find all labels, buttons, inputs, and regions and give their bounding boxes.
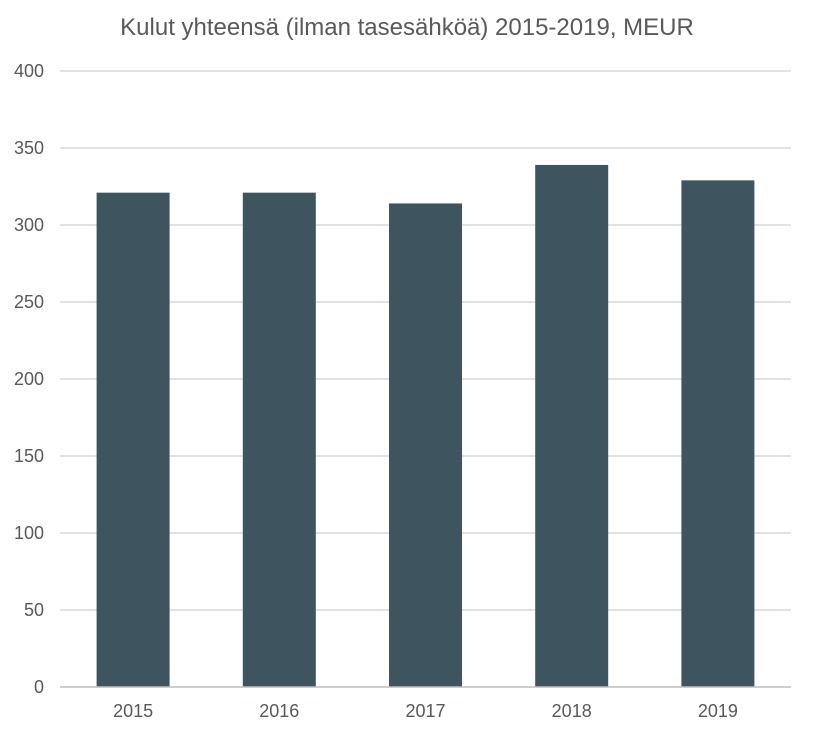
y-tick-label: 200 [14, 369, 44, 389]
y-tick-label: 0 [34, 677, 44, 697]
y-tick-label: 150 [14, 446, 44, 466]
y-tick-label: 400 [14, 61, 44, 81]
bar-2019 [681, 180, 755, 687]
x-tick-label: 2018 [552, 701, 592, 721]
x-tick-label: 2015 [113, 701, 153, 721]
bar-2016 [242, 192, 316, 687]
x-tick-label: 2019 [698, 701, 738, 721]
bar-2017 [389, 203, 462, 687]
y-tick-label: 350 [14, 138, 44, 158]
y-tick-label: 50 [24, 600, 44, 620]
y-tick-label: 250 [14, 292, 44, 312]
y-tick-label: 100 [14, 523, 44, 543]
chart-title: Kulut yhteensä (ilman tasesähköä) 2015-2… [120, 14, 694, 41]
x-tick-label: 2016 [259, 701, 299, 721]
y-tick-label: 300 [14, 215, 44, 235]
bar-2015 [96, 192, 170, 687]
x-tick-label: 2017 [405, 701, 445, 721]
bar-2018 [535, 164, 609, 687]
